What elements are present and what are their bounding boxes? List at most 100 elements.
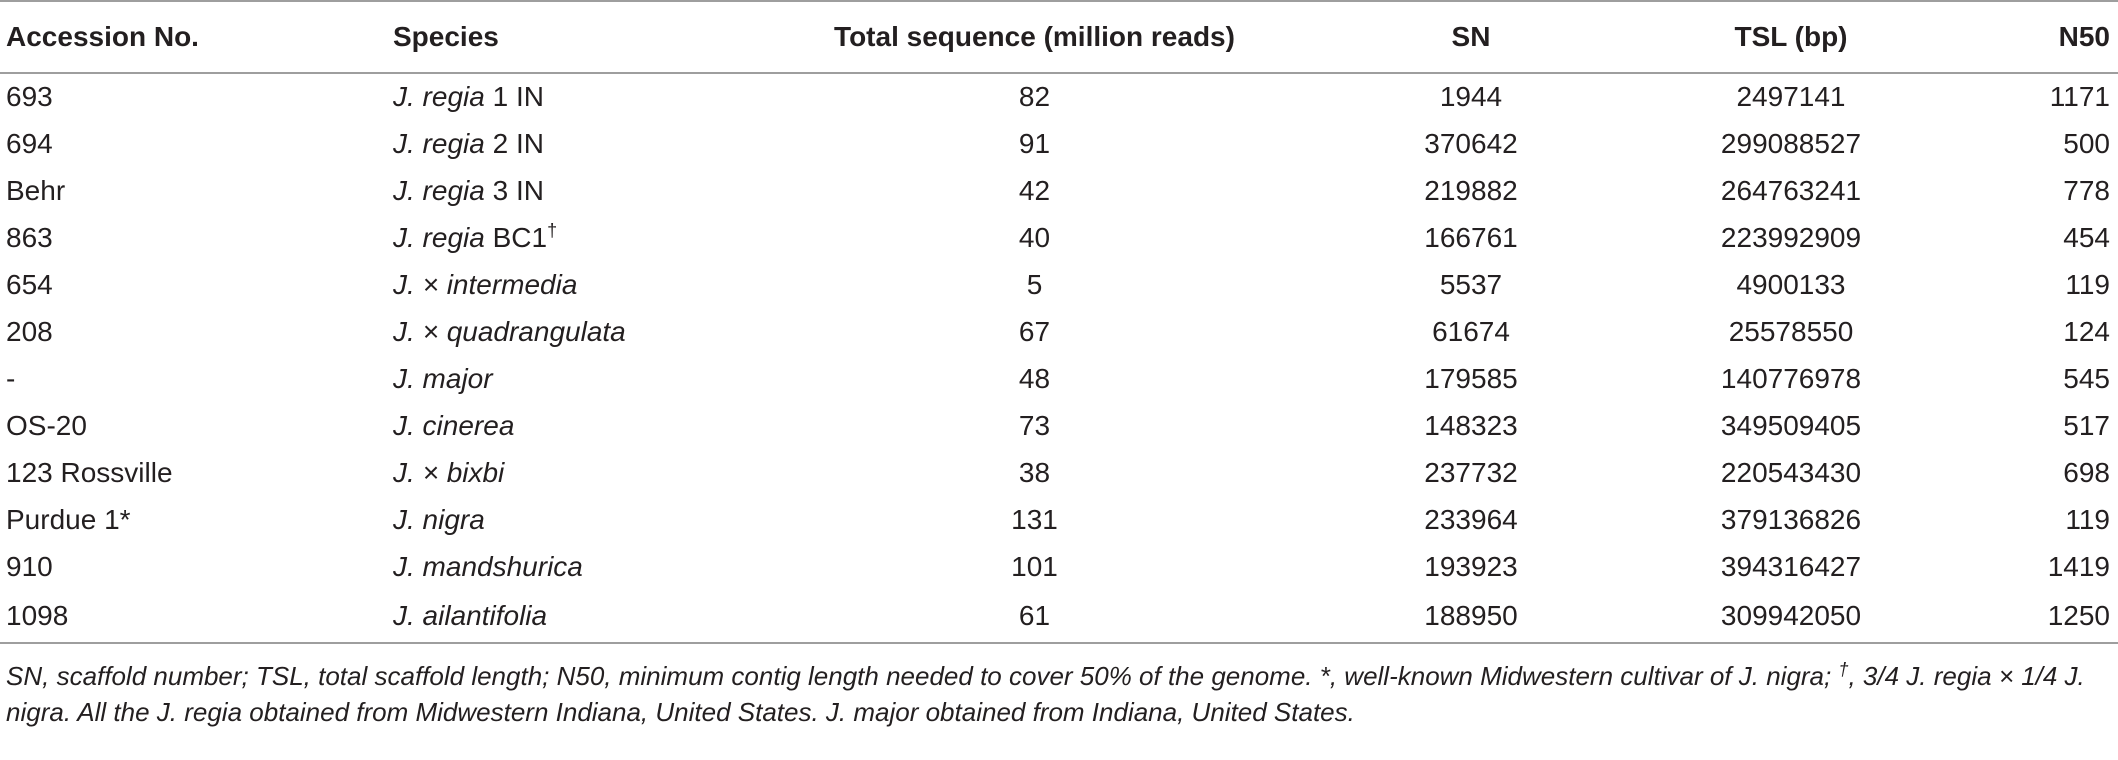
species-name: J. ailantifolia [393, 600, 548, 631]
footnote-text-part1: SN, scaffold number; TSL, total scaffold… [6, 661, 1839, 691]
cell-total-sequence: 73 [1018, 409, 1051, 441]
cell-accession: 123 Rossville [6, 456, 173, 488]
cell-n50: 119 [2065, 503, 2110, 535]
cell-n50: 500 [2063, 127, 2110, 159]
cell-sn: 237732 [1424, 456, 1518, 488]
cell-accession: OS-20 [6, 409, 87, 441]
species-name: J. regia [393, 221, 485, 253]
cell-species: J. × quadrangulata [388, 308, 758, 355]
cell-tsl: 223992909 [1720, 221, 1862, 253]
cell-total-sequence: 42 [1018, 174, 1051, 206]
cell-accession: Purdue 1* [6, 503, 131, 535]
species-name: J. nigra [393, 503, 485, 535]
cell-species: J. × bixbi [388, 449, 758, 496]
cell-accession: 910 [6, 550, 53, 582]
cell-total-sequence: 91 [1018, 127, 1051, 159]
cell-species: J. regia 3 IN [388, 167, 758, 214]
cell-sn: 1944 [1439, 81, 1503, 112]
cell-tsl: 2497141 [1736, 81, 1846, 112]
table-row: Behr J. regia 3 IN 42 219882 264763241 778 [0, 167, 2118, 214]
cell-total-sequence: 5 [1026, 268, 1043, 300]
cell-sn: 166761 [1424, 221, 1518, 253]
cell-tsl: 379136826 [1720, 503, 1862, 535]
cell-tsl: 309942050 [1631, 590, 1951, 644]
table-row: 910 J. mandshurica 101 193923 394316427 1419 [0, 543, 2118, 590]
species-name: J. major [393, 362, 493, 394]
cell-n50: 454 [2063, 221, 2110, 253]
cell-total-sequence: 67 [1018, 315, 1051, 347]
header-tsl: TSL (bp) [1631, 0, 1951, 74]
cell-tsl: 4900133 [1736, 268, 1846, 300]
cell-total-sequence: 48 [1018, 362, 1051, 394]
cell-n50: 119 [2065, 268, 2110, 300]
table-row: 1098 J. ailantifolia 61 188950 309942050 1250 [0, 590, 2118, 644]
cell-species: J. mandshurica [388, 543, 758, 590]
cell-accession: - [6, 362, 16, 394]
species-name: J. regia [393, 81, 485, 112]
genome-assembly-table: Accession No. Species Total sequence (mi… [0, 0, 2118, 644]
table-header-row: Accession No. Species Total sequence (mi… [0, 0, 2118, 74]
cell-tsl: 264763241 [1720, 174, 1862, 206]
cell-total-sequence: 38 [1018, 456, 1051, 488]
cell-accession: Behr [6, 174, 66, 206]
table-row: 694 J. regia 2 IN 91 370642 299088527 500 [0, 120, 2118, 167]
cell-total-sequence: 82 [1018, 81, 1051, 112]
cell-species: J. × intermedia [388, 261, 758, 308]
cell-sn: 179585 [1424, 362, 1518, 394]
cell-n50: 698 [2063, 456, 2110, 488]
header-species: Species [388, 0, 758, 74]
table-row: 693 J. regia 1 IN 82 1944 2497141 1171 [0, 73, 2118, 120]
cell-accession: 1098 [0, 590, 388, 644]
cell-accession: 863 [6, 221, 53, 253]
species-name: J. cinerea [393, 409, 515, 441]
table-row: OS-20 J. cinerea 73 148323 349509405 517 [0, 402, 2118, 449]
header-total-sequence: Total sequence (million reads) [758, 0, 1311, 74]
cell-sn: 219882 [1424, 174, 1518, 206]
cell-species: J. nigra [388, 496, 758, 543]
cell-species: J. cinerea [388, 402, 758, 449]
cell-tsl: 25578550 [1728, 315, 1854, 347]
header-accession: Accession No. [0, 0, 388, 74]
cell-species: J. ailantifolia [388, 590, 758, 644]
cell-accession: 694 [6, 127, 53, 159]
cell-sn: 370642 [1424, 127, 1518, 159]
species-footnote-mark: † [547, 220, 558, 241]
cell-species: J. regia 2 IN [388, 120, 758, 167]
cell-accession: 693 [6, 81, 53, 112]
cell-species: J. major [388, 355, 758, 402]
cell-tsl: 299088527 [1720, 127, 1862, 159]
cell-sn: 233964 [1424, 503, 1518, 535]
cell-species: J. regia BC1† [388, 214, 758, 261]
cell-total-sequence: 131 [1011, 503, 1058, 535]
table-row: 123 Rossville J. × bixbi 38 237732 220543430… [0, 449, 2118, 496]
footnote-dagger: † [1838, 659, 1849, 680]
species-name: J. × quadrangulata [393, 315, 626, 347]
cell-sn: 193923 [1424, 550, 1518, 582]
species-name: J. mandshurica [393, 550, 583, 582]
cell-n50: 124 [2063, 315, 2110, 347]
cell-sn: 188950 [1311, 590, 1631, 644]
header-sn: SN [1311, 0, 1631, 74]
cell-sn: 148323 [1424, 409, 1518, 441]
species-name: J. × bixbi [393, 456, 505, 488]
species-name: J. regia [393, 174, 485, 206]
cell-total-sequence: 40 [1018, 221, 1051, 253]
cell-sn: 5537 [1439, 268, 1503, 300]
species-name: J. regia [393, 127, 485, 159]
species-name: J. × intermedia [393, 268, 578, 300]
cell-tsl: 140776978 [1720, 362, 1862, 394]
cell-n50: 517 [2063, 409, 2110, 441]
species-suffix: 1 IN [484, 81, 544, 112]
cell-accession: 654 [6, 268, 53, 300]
species-suffix: BC1 [484, 221, 548, 253]
table-row: - J. major 48 179585 140776978 545 [0, 355, 2118, 402]
footnote-text-part2: , 3/4 J. regia × 1/4 J. nigra. All the J… [6, 661, 2085, 727]
cell-sn: 61674 [1432, 315, 1510, 347]
cell-n50: 778 [2063, 174, 2110, 206]
table-body: 693 J. regia 1 IN 82 1944 2497141 1171 694 J. r… [0, 73, 2118, 644]
data-table-container: Accession No. Species Total sequence (mi… [0, 0, 2118, 727]
cell-tsl: 394316427 [1720, 550, 1862, 582]
cell-n50: 1171 [2049, 81, 2110, 112]
cell-total-sequence: 101 [1011, 550, 1058, 582]
cell-tsl: 349509405 [1720, 409, 1862, 441]
